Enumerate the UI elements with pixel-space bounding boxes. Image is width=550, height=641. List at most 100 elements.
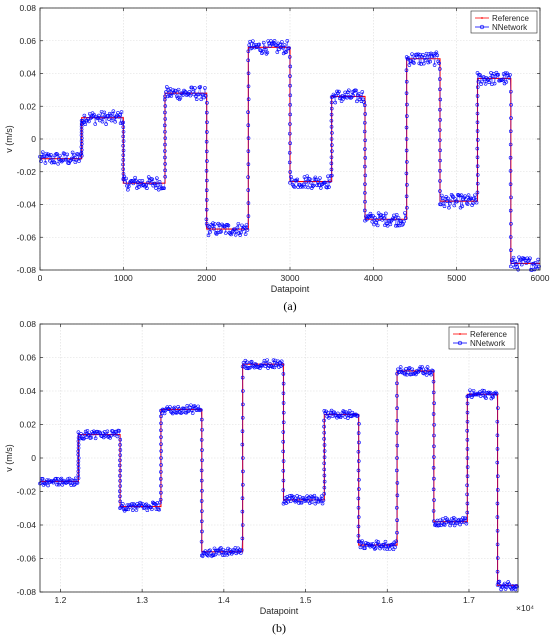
nnetwork-point bbox=[318, 186, 323, 190]
nnetwork-point bbox=[410, 52, 414, 57]
nnetwork-point bbox=[280, 45, 285, 50]
nnetwork-point bbox=[158, 182, 163, 187]
nnetwork-point bbox=[212, 546, 217, 551]
nnetwork-point bbox=[125, 183, 129, 188]
nnetwork-point bbox=[404, 68, 409, 73]
nnetwork-point bbox=[51, 480, 56, 485]
nnetwork-point bbox=[473, 193, 477, 198]
nnetwork-point bbox=[241, 483, 245, 487]
nnetwork-point bbox=[431, 412, 436, 416]
nnetwork-point bbox=[405, 102, 409, 107]
nnetwork-point bbox=[240, 223, 244, 228]
nnetwork-point bbox=[437, 61, 441, 65]
y-tick-label: 0.08 bbox=[19, 320, 36, 329]
nnetwork-point bbox=[241, 402, 245, 407]
nnetwork-point bbox=[407, 63, 412, 67]
nnetwork-point bbox=[204, 217, 209, 222]
x-tick-label: 0 bbox=[38, 273, 43, 283]
nnetwork-point bbox=[330, 94, 335, 99]
nnetwork-point bbox=[121, 167, 126, 171]
nnetwork-point bbox=[431, 466, 436, 470]
nnetwork-point bbox=[121, 162, 125, 167]
nnetwork-point bbox=[395, 406, 399, 411]
y-tick-label: 0.04 bbox=[19, 69, 36, 79]
nnetwork-point bbox=[118, 468, 123, 473]
nnetwork-point bbox=[330, 143, 334, 147]
nnetwork-point bbox=[475, 102, 480, 107]
nnetwork-point bbox=[432, 444, 436, 449]
nnetwork-point bbox=[263, 364, 268, 368]
nnetwork-point bbox=[475, 181, 480, 186]
nnetwork-point bbox=[120, 121, 125, 125]
nnetwork-point bbox=[508, 208, 513, 213]
nnetwork-point bbox=[213, 552, 218, 557]
nnetwork-point bbox=[133, 175, 137, 180]
nnetwork-point bbox=[322, 491, 327, 496]
nnetwork-point bbox=[495, 433, 500, 438]
nnetwork-point bbox=[118, 499, 122, 504]
nnetwork-point bbox=[105, 429, 110, 434]
nnetwork-point bbox=[72, 153, 77, 158]
nnetwork-point bbox=[520, 256, 525, 260]
nnetwork-point bbox=[528, 256, 532, 261]
nnetwork-point bbox=[438, 87, 442, 92]
nnetwork-point bbox=[146, 175, 151, 179]
nnetwork-point bbox=[315, 183, 319, 188]
nnetwork-point bbox=[487, 80, 492, 85]
nnetwork-point bbox=[465, 394, 470, 399]
nnetwork-point bbox=[322, 479, 327, 484]
nnetwork-point bbox=[318, 176, 322, 180]
y-tick-label: -0.02 bbox=[17, 167, 37, 177]
nnetwork-point bbox=[342, 410, 347, 414]
nnetwork-point bbox=[374, 539, 379, 544]
nnetwork-point bbox=[329, 155, 334, 160]
nnetwork-point bbox=[241, 456, 245, 460]
nnetwork-point bbox=[405, 160, 409, 164]
nnetwork-point bbox=[400, 370, 405, 375]
nnetwork-point bbox=[135, 186, 139, 190]
nnetwork-point bbox=[121, 502, 125, 506]
nnetwork-point bbox=[82, 436, 86, 441]
nnetwork-point bbox=[223, 549, 228, 553]
nnetwork-point bbox=[438, 128, 442, 132]
nnetwork-point bbox=[533, 261, 538, 265]
nnetwork-point bbox=[346, 416, 350, 420]
nnetwork-point bbox=[287, 160, 292, 165]
nnetwork-point bbox=[159, 428, 163, 433]
nnetwork-point bbox=[365, 214, 370, 218]
y-tick-label: -0.06 bbox=[17, 232, 37, 242]
nnetwork-point bbox=[289, 493, 294, 498]
nnetwork-point bbox=[322, 443, 327, 447]
nnetwork-point bbox=[168, 405, 172, 409]
nnetwork-point bbox=[159, 435, 163, 439]
nnetwork-point bbox=[50, 478, 55, 483]
nnetwork-point bbox=[233, 232, 238, 237]
nnetwork-point bbox=[373, 546, 378, 550]
nnetwork-point bbox=[104, 122, 108, 126]
nnetwork-point bbox=[452, 523, 457, 528]
nnetwork-point bbox=[322, 430, 327, 435]
nnetwork-point bbox=[475, 138, 480, 142]
nnetwork-point bbox=[449, 521, 453, 525]
panel-label: (b) bbox=[272, 621, 286, 635]
nnetwork-point bbox=[441, 522, 446, 526]
nnetwork-point bbox=[515, 584, 519, 589]
nnetwork-point bbox=[246, 149, 251, 153]
nnetwork-point bbox=[76, 442, 81, 447]
nnetwork-point bbox=[270, 41, 274, 46]
nnetwork-point bbox=[200, 488, 204, 493]
nnetwork-point bbox=[450, 516, 454, 521]
nnetwork-point bbox=[438, 138, 442, 142]
nnetwork-point bbox=[282, 500, 287, 504]
nnetwork-point bbox=[308, 494, 313, 499]
nnetwork-point bbox=[204, 198, 209, 202]
nnetwork-point bbox=[287, 55, 292, 59]
nnetwork-point bbox=[40, 150, 45, 154]
nnetwork-point bbox=[200, 554, 205, 558]
nnetwork-point bbox=[76, 466, 81, 470]
nnetwork-point bbox=[431, 369, 435, 373]
nnetwork-point bbox=[432, 476, 436, 481]
nnetwork-point bbox=[423, 367, 428, 372]
nnetwork-point bbox=[209, 554, 214, 558]
nnetwork-point bbox=[509, 116, 513, 120]
